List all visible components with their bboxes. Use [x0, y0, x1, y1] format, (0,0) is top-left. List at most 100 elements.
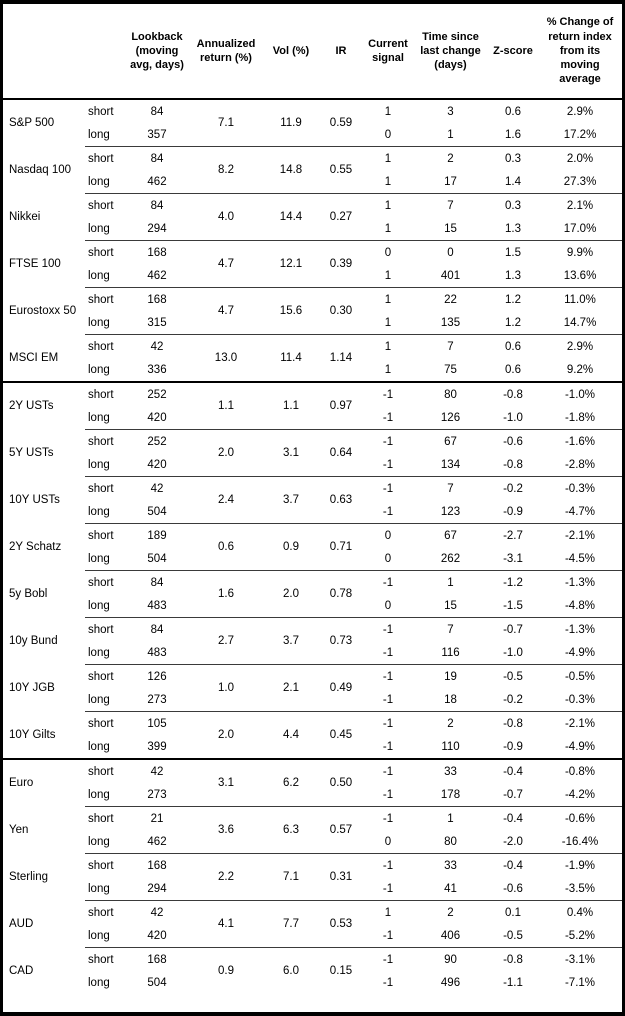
horizon-label: short: [85, 240, 125, 264]
annualized-return-value: 13.0: [189, 334, 263, 382]
pct-change-value: -0.6%: [538, 806, 622, 830]
lookback-value: 42: [125, 476, 189, 500]
asset-name: 2Y USTs: [3, 381, 85, 430]
vol-value: 2.1: [263, 664, 319, 712]
annualized-return-value: 1.1: [189, 381, 263, 430]
lookback-value: 168: [125, 287, 189, 311]
z-score-value: -0.8: [488, 711, 538, 735]
lookback-value: 168: [125, 240, 189, 264]
lookback-value: 336: [147, 363, 167, 376]
time-since-change-value: 2: [413, 146, 488, 170]
horizon-label: short: [85, 146, 125, 170]
annualized-return-value: 3.1: [189, 758, 263, 807]
time-since-change-value: 496: [440, 976, 461, 989]
current-signal-value: 1: [363, 193, 413, 217]
asset-row-short: 2Y USTs short 252 1.1 1.1 0.97 -1 80 -0.8 -1.0%: [3, 381, 622, 430]
current-signal-value: -1: [363, 664, 413, 688]
pct-change-value: 14.7%: [563, 316, 597, 329]
horizon-label: short: [85, 381, 125, 406]
pct-change-value: -4.2%: [564, 788, 596, 801]
ir-value: 0.71: [319, 523, 363, 571]
asset-row-long: long 399 -1 110 -0.9 -4.9%: [3, 735, 622, 759]
lookback-value: 168: [125, 947, 189, 971]
time-since-change-value: 33: [413, 758, 488, 783]
annualized-return-value: 2.4: [189, 476, 263, 524]
current-signal-value: -1: [363, 429, 413, 453]
horizon-label: long: [88, 128, 110, 141]
annualized-return-value: 2.2: [189, 853, 263, 901]
horizon-label: short: [85, 523, 125, 547]
z-score-value: -1.0: [503, 411, 523, 424]
table-header: Lookback (moving avg, days) Annualized r…: [3, 4, 622, 100]
current-signal-value: -1: [363, 570, 413, 594]
pct-change-value: -1.0%: [538, 381, 622, 406]
ir-value: 0.27: [319, 193, 363, 241]
lookback-value: 126: [125, 664, 189, 688]
vol-value: 11.4: [263, 334, 319, 382]
asset-row-short: MSCI EM short 42 13.0 11.4 1.14 1 7 0.6 2.9%: [3, 334, 622, 382]
pct-change-value: -4.5%: [564, 552, 596, 565]
current-signal-value: -1: [382, 693, 394, 706]
asset-name: FTSE 100: [9, 258, 61, 270]
horizon-label: short: [85, 853, 125, 877]
pct-change-value: -1.9%: [538, 853, 622, 877]
current-signal-value: 1: [384, 175, 392, 188]
ir-value: 0.63: [319, 476, 363, 524]
annualized-return-value: 2.0: [189, 711, 263, 759]
time-since-change-value: 80: [444, 835, 457, 848]
horizon-label: short: [85, 429, 125, 453]
horizon-label: short: [85, 758, 125, 783]
annualized-return-value: 3.6: [189, 806, 263, 854]
lookback-value: 462: [147, 269, 167, 282]
asset-row-long: long 420 -1 126 -1.0 -1.8%: [3, 406, 622, 430]
z-score-value: 1.2: [505, 316, 521, 329]
lookback-value: 84: [125, 570, 189, 594]
z-score-value: 1.4: [505, 175, 521, 188]
lookback-value: 105: [125, 711, 189, 735]
asset-row-long: long 273 -1 18 -0.2 -0.3%: [3, 688, 622, 712]
horizon-label: short: [88, 105, 114, 118]
asset-row-long: long 504 0 262 -3.1 -4.5%: [3, 547, 622, 571]
z-score-value: -3.1: [503, 552, 523, 565]
pct-change-value: -16.4%: [561, 835, 599, 848]
asset-row-short: 10y Bund short 84 2.7 3.7 0.73 -1 7 -0.7 -1.3%: [3, 617, 622, 665]
z-score-value: -0.5: [488, 664, 538, 688]
current-signal-value: -1: [363, 806, 413, 830]
lookback-value: 294: [147, 222, 167, 235]
lookback-value: 483: [147, 646, 167, 659]
asset-row-short: AUD short 42 4.1 7.7 0.53 1 2 0.1 0.4%: [3, 900, 622, 948]
lookback-value: 504: [147, 505, 167, 518]
pct-change-value: -4.9%: [564, 646, 596, 659]
current-signal-value: -1: [382, 929, 394, 942]
z-score-value: -0.6: [503, 882, 523, 895]
vol-value: 0.9: [263, 523, 319, 571]
trend-signals-table: Lookback (moving avg, days) Annualized r…: [3, 4, 622, 994]
vol-value: 15.6: [263, 287, 319, 335]
lookback-value: 399: [147, 740, 167, 753]
time-since-change-value: 15: [444, 599, 457, 612]
pct-change-value: -1.8%: [564, 411, 596, 424]
ir-value: 1.14: [319, 334, 363, 382]
asset-row-short: Yen short 21 3.6 6.3 0.57 -1 1 -0.4 -0.6%: [3, 806, 622, 854]
time-since-change-value: 178: [440, 788, 461, 801]
z-score-value: 0.6: [505, 105, 521, 118]
current-signal-value: -1: [382, 788, 394, 801]
pct-change-value: 0.4%: [538, 900, 622, 924]
pct-change-value: 2.0%: [538, 146, 622, 170]
current-signal-value: 0: [384, 552, 392, 565]
current-signal-value: -1: [382, 740, 394, 753]
z-score-value: 1.6: [505, 128, 521, 141]
ir-value: 0.39: [319, 240, 363, 288]
horizon-label: long: [88, 175, 110, 188]
lookback-value: 189: [125, 523, 189, 547]
pct-change-value: 9.9%: [538, 240, 622, 264]
asset-row-long: long 357 0 1 1.6 17.2%: [3, 123, 622, 147]
asset-row-short: CAD short 168 0.9 6.0 0.15 -1 90 -0.8 -3.1%: [3, 947, 622, 994]
ir-value: 0.30: [319, 287, 363, 335]
lookback-value: 42: [125, 900, 189, 924]
ir-value: 0.97: [319, 381, 363, 430]
time-since-change-value: 126: [440, 411, 461, 424]
asset-row-short: 10Y JGB short 126 1.0 2.1 0.49 -1 19 -0.5 -0.5%: [3, 664, 622, 712]
ir-value: 0.78: [319, 570, 363, 618]
annualized-return-value: 0.6: [189, 523, 263, 571]
